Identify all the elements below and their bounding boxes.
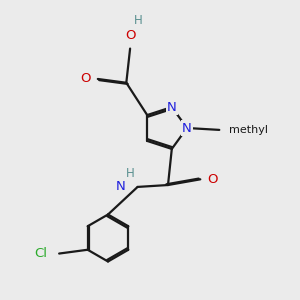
Text: H: H (134, 14, 142, 27)
Text: O: O (81, 73, 91, 85)
Text: Cl: Cl (34, 247, 47, 260)
Text: N: N (167, 100, 177, 114)
Text: N: N (116, 180, 126, 194)
Text: O: O (207, 173, 217, 186)
Text: N: N (182, 122, 192, 134)
Text: methyl: methyl (229, 125, 268, 135)
Text: H: H (126, 167, 135, 180)
Text: O: O (125, 29, 135, 42)
